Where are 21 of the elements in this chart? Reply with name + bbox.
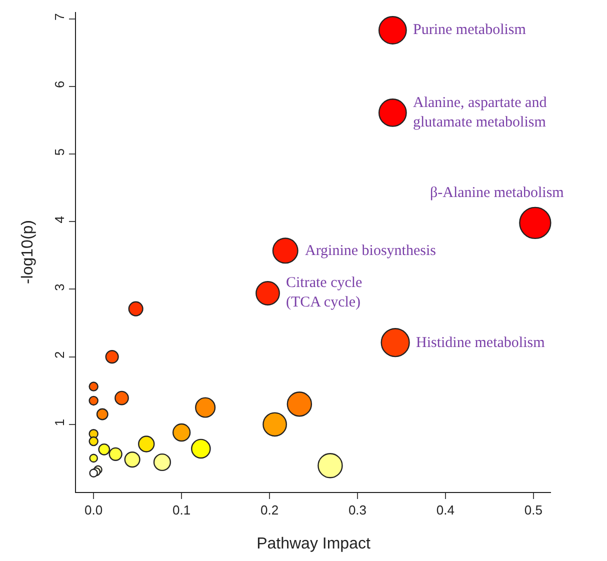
x-tick-label: 0.0 [84,502,103,518]
y-tick-label: 1 [52,418,67,426]
y-tick-label: 7 [52,13,67,20]
x-tick-label: 0.3 [348,502,367,518]
annotation: Histidine metabolism [416,335,546,351]
y-axis-title: -log10(p) [20,220,37,284]
annotation: Arginine biosynthesis [305,243,436,259]
y-tick-label: 3 [52,284,67,291]
annotation: β-Alanine metabolism [430,185,564,201]
y-tick-label: 2 [52,351,67,358]
annotation: Citrate cycle (TCA cycle) [286,275,363,310]
annotation: Alanine, aspartate and glutamate metabolism [413,95,548,130]
x-tick-label: 0.1 [172,502,191,518]
y-tick-label: 6 [52,80,67,88]
x-tick-label: 0.4 [436,502,454,518]
y-tick-label: 4 [52,216,67,224]
y-tick-label: 5 [52,148,67,156]
x-axis-title: Pathway Impact [256,535,371,552]
annotation: Purine metabolism [413,22,526,38]
x-tick-label: 0.2 [260,502,279,518]
x-tick-label: 0.5 [524,502,542,518]
